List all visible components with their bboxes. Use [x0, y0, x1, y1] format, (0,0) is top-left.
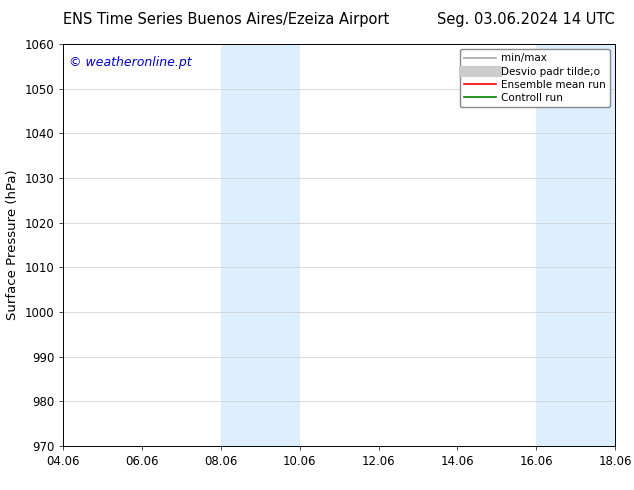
- Y-axis label: Surface Pressure (hPa): Surface Pressure (hPa): [6, 170, 19, 320]
- Bar: [221, 44, 300, 446]
- Bar: [536, 44, 615, 446]
- Text: © weatheronline.pt: © weatheronline.pt: [69, 56, 191, 69]
- Legend: min/max, Desvio padr tilde;o, Ensemble mean run, Controll run: min/max, Desvio padr tilde;o, Ensemble m…: [460, 49, 610, 107]
- Text: Seg. 03.06.2024 14 UTC: Seg. 03.06.2024 14 UTC: [437, 12, 615, 27]
- Text: ENS Time Series Buenos Aires/Ezeiza Airport: ENS Time Series Buenos Aires/Ezeiza Airp…: [63, 12, 390, 27]
